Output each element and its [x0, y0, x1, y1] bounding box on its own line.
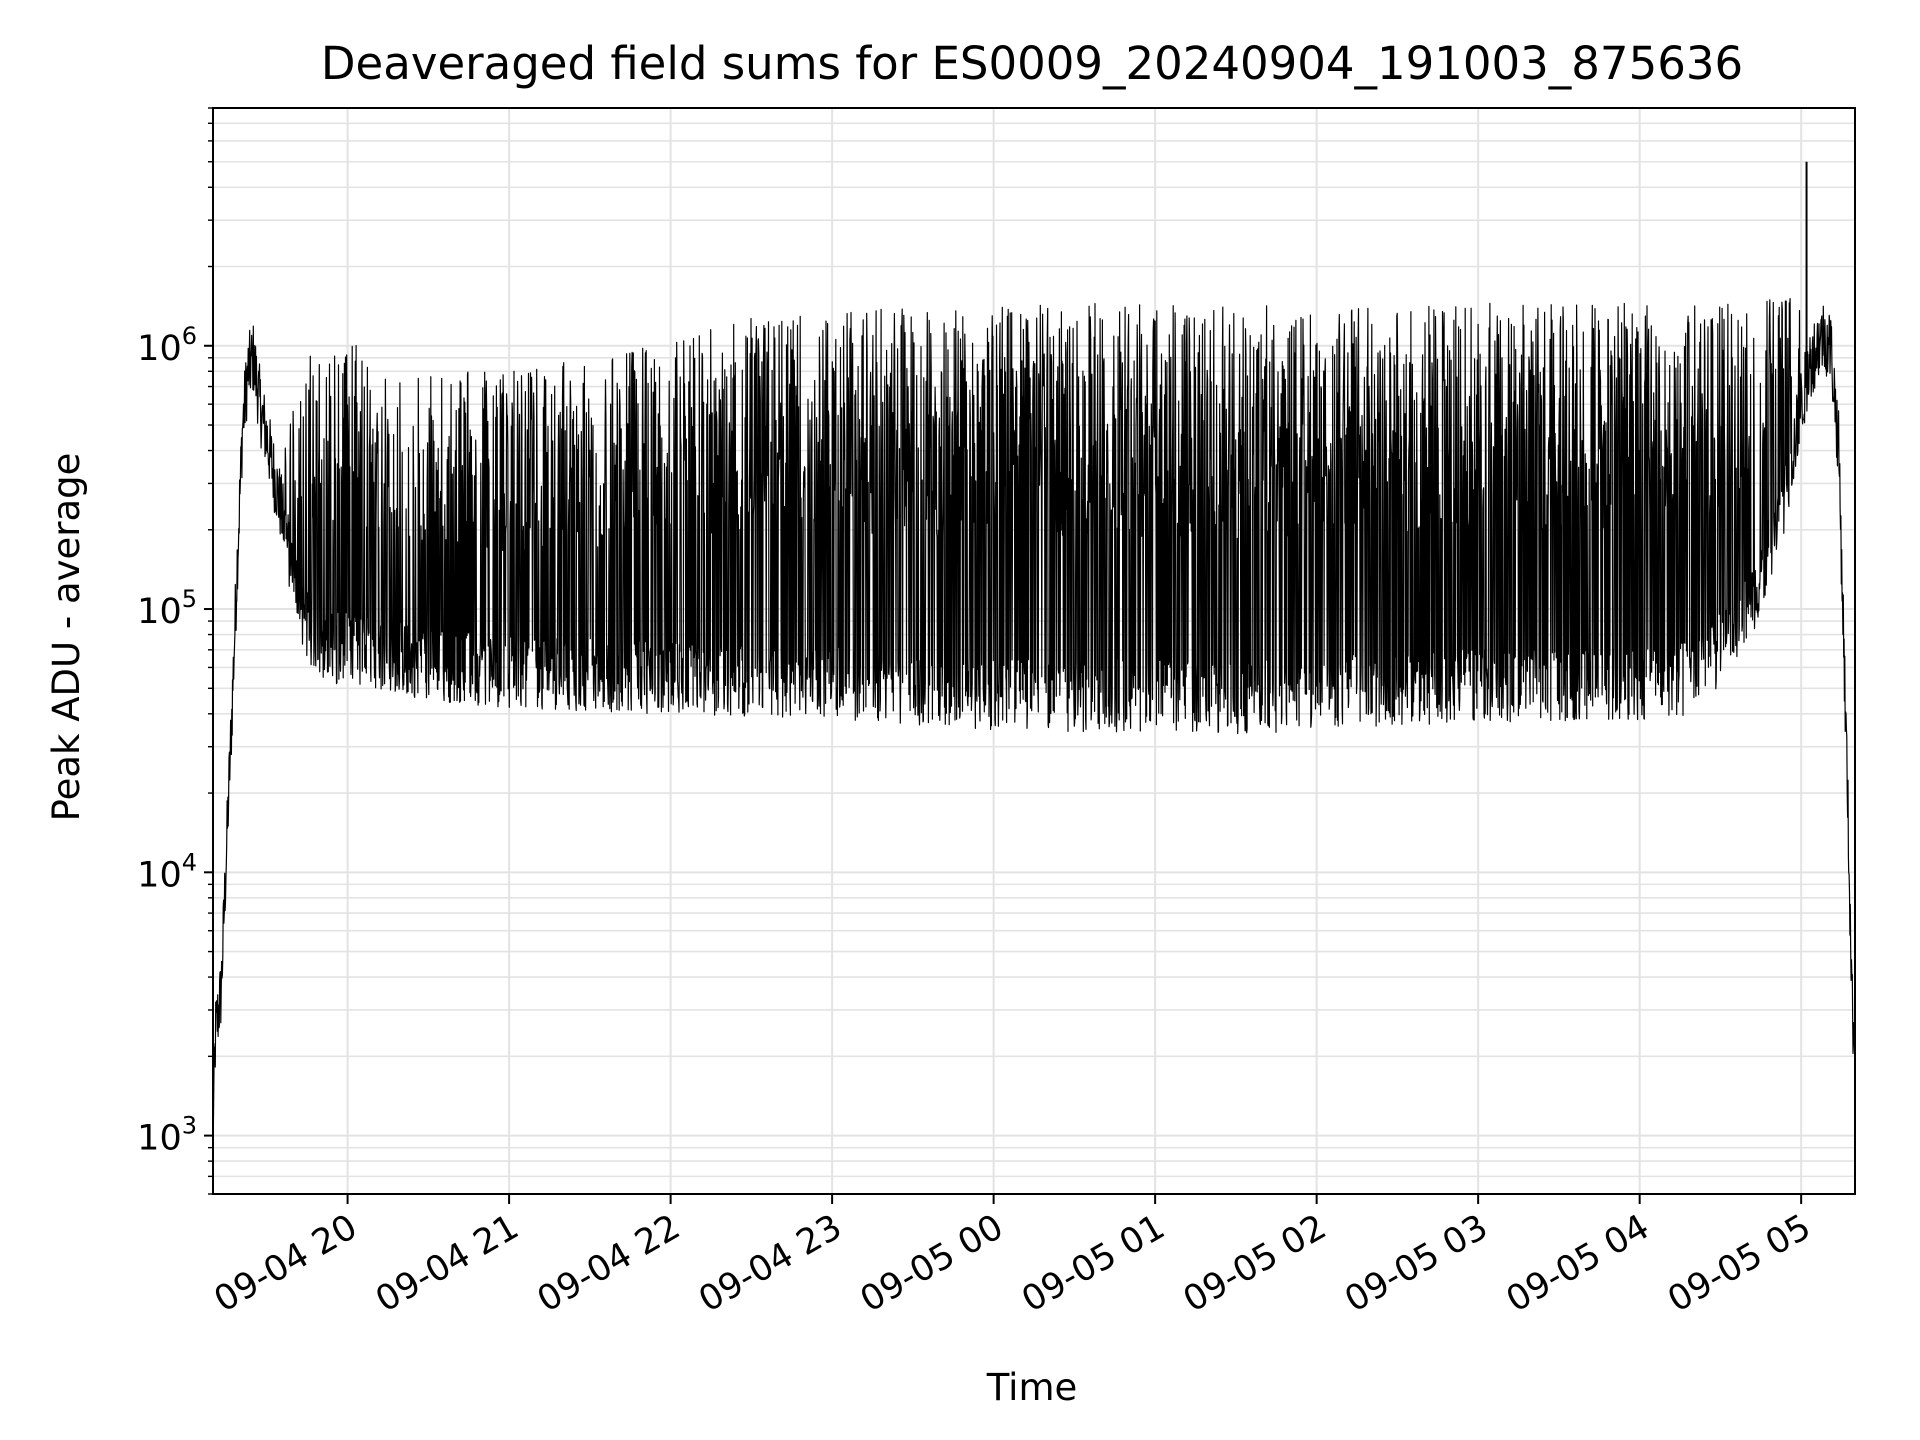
x-tick-label: 09-04 20 [208, 1207, 364, 1320]
x-tick-label: 09-04 22 [531, 1207, 687, 1320]
x-axis-label: Time [986, 1366, 1078, 1409]
y-tick-label: 105 [137, 585, 197, 632]
series-line [212, 298, 1856, 1126]
x-tick-label: 09-05 03 [1338, 1207, 1494, 1320]
x-tick-label: 09-05 02 [1177, 1207, 1333, 1320]
x-tick-label: 09-05 04 [1500, 1207, 1656, 1320]
plot-area-frame [212, 107, 1856, 1195]
y-tick-label: 106 [137, 322, 197, 369]
y-tick-label: 103 [137, 1112, 197, 1159]
x-axis-ticks: 09-04 20 09-04 21 09-04 22 09-04 23 09-05 00… [208, 1194, 1818, 1320]
x-tick-label: 09-05 05 [1661, 1207, 1817, 1320]
y-axis-label: Peak ADU - average [45, 453, 88, 822]
x-tick-label: 09-04 21 [369, 1207, 525, 1320]
chart-title: Deaveraged field sums for ES0009_2024090… [321, 37, 1743, 90]
x-tick-label: 09-04 23 [692, 1207, 848, 1320]
y-tick-label: 104 [137, 848, 197, 895]
y-axis-ticks: 103 104 105 106 [137, 107, 213, 1195]
data-line-series [212, 161, 1856, 1126]
x-tick-label: 09-05 01 [1015, 1207, 1171, 1320]
x-tick-label: 09-05 00 [854, 1207, 1010, 1320]
